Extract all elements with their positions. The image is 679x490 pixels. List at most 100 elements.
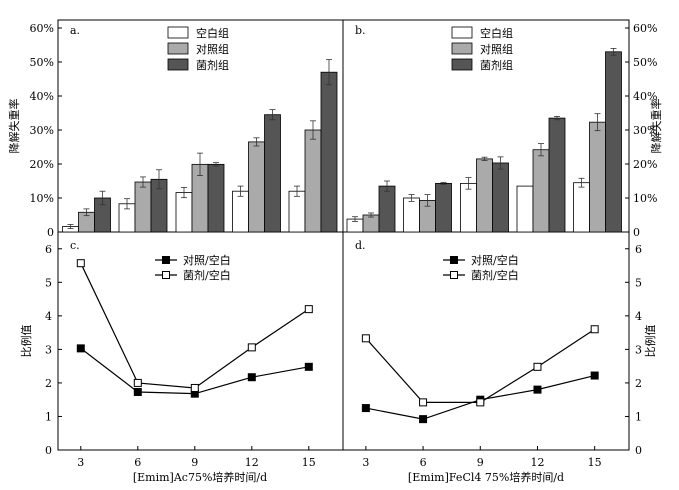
chart-marks: 010%20%30%40%50%60% 空白组对照组菌剂组010%20%30%40… <box>30 22 658 469</box>
panel-a-bar <box>264 114 281 233</box>
panel-d-series-line <box>365 328 596 403</box>
panel-a-ytick-label: 40% <box>30 90 54 103</box>
panel-c-point <box>247 373 256 382</box>
panel-d-ytick-label: 5 <box>635 276 642 289</box>
panel-d-legend-marker <box>450 256 458 264</box>
panel-c-ytick-label: 4 <box>45 310 52 323</box>
panel-b-ytick-label: 40% <box>633 90 657 103</box>
panel-c-point <box>190 383 199 392</box>
panel-d-xtick-label: 9 <box>477 456 484 469</box>
panel-b-legend-swatch <box>451 26 473 39</box>
panel-d-point <box>533 362 542 371</box>
panel-b-ylabel: 降解失重率 <box>649 99 663 154</box>
panel-b-bar <box>573 182 590 233</box>
panel-a-bar <box>320 71 338 233</box>
panel-d-point <box>476 398 485 407</box>
panel-b-bar <box>378 185 396 233</box>
panel-d-xlabel: [Emim]FeCl4 75%培养时间/d <box>408 470 564 484</box>
panel-d-xtick-label: 6 <box>420 456 427 469</box>
panel-d-point <box>361 404 370 413</box>
panel-c-xtick-label: 15 <box>302 456 316 469</box>
panel-c-legend-marker <box>162 271 170 279</box>
panel-b-ytick-label: 30% <box>633 124 657 137</box>
panel-a-bar <box>248 141 265 233</box>
panel-c-ytick-label: 2 <box>45 377 52 390</box>
panel-b-bar <box>532 149 550 233</box>
panel-b-bar <box>516 185 534 233</box>
panel-c-point <box>247 343 256 352</box>
panel-a-ytick-label: 50% <box>30 56 54 69</box>
panel-b-bar <box>589 121 606 233</box>
panel-d-ylabel: 比例值 <box>643 325 657 358</box>
panel-d-ytick-label: 3 <box>635 343 642 356</box>
panel-c-xlabel: [Emim]Ac75%培养时间/d <box>133 470 267 484</box>
panel-c-label: c. <box>70 239 80 252</box>
panel-b-legend-swatch <box>451 42 473 55</box>
panel-c-point <box>304 362 313 371</box>
panel-c-xtick-label: 3 <box>77 456 84 469</box>
panel-c-legend-label: 对照/空白 <box>183 253 231 267</box>
panel-b-ytick-label: 60% <box>633 22 657 35</box>
panel-a-bar <box>207 163 225 233</box>
panel-d-ytick-label: 2 <box>635 377 642 390</box>
panel-a-ytick-label: 10% <box>30 192 54 205</box>
panel-c-ytick-label: 6 <box>45 243 52 256</box>
panel-c-xtick-label: 9 <box>191 456 198 469</box>
panel-b-legend-swatch <box>451 58 473 71</box>
panel-d-point <box>533 385 542 394</box>
panel-a-legend-label: 空白组 <box>196 26 229 40</box>
panel-b-ytick-label: 50% <box>633 56 657 69</box>
panel-a-legend-swatch <box>167 58 189 71</box>
panel-a-ytick-label: 60% <box>30 22 54 35</box>
panel-a-legend-swatch <box>167 26 189 39</box>
panel-c-xtick-label: 12 <box>245 456 259 469</box>
panel-d-xtick-label: 3 <box>362 456 369 469</box>
panel-a-ytick-label: 20% <box>30 158 54 171</box>
panel-b-ytick-label: 20% <box>633 158 657 171</box>
panel-b-ytick-label: 0 <box>633 226 640 239</box>
panel-b-bar <box>460 182 477 233</box>
panel-b-legend-label: 菌剂组 <box>480 58 513 72</box>
panel-c-point <box>133 387 142 396</box>
panel-d-point <box>590 371 599 380</box>
panel-d-xtick-label: 12 <box>530 456 544 469</box>
panel-c-point <box>133 378 142 387</box>
panel-a-bar <box>304 129 322 233</box>
panel-b-ytick-label: 10% <box>633 192 657 205</box>
panel-b-bar <box>492 162 509 233</box>
panel-d-point <box>419 415 428 424</box>
panel-c-point <box>304 305 313 314</box>
panel-b-bar <box>362 214 380 233</box>
panel-d-ytick-label: 4 <box>635 310 642 323</box>
panel-a-bar <box>175 192 193 233</box>
panel-a-label: a. <box>70 24 80 37</box>
panel-d-point <box>590 325 599 334</box>
panel-b-bar <box>548 117 566 233</box>
panel-d-legend-marker <box>450 271 458 279</box>
panel-d-label: d. <box>355 239 366 252</box>
panel-d-xtick-label: 15 <box>588 456 602 469</box>
panel-a-ytick-label: 30% <box>30 124 54 137</box>
panel-b-bar <box>605 51 622 233</box>
panel-c-xtick-label: 6 <box>134 456 141 469</box>
panel-c-ytick-label: 0 <box>45 444 52 457</box>
panel-a-bar <box>232 190 249 233</box>
panel-d-point <box>419 398 428 407</box>
panel-c-ytick-label: 5 <box>45 276 52 289</box>
panel-d-legend-label: 菌剂/空白 <box>471 268 519 282</box>
panel-c-ytick-label: 1 <box>45 410 52 423</box>
panel-c-legend-label: 菌剂/空白 <box>183 268 231 282</box>
panel-b-bar <box>403 197 420 233</box>
panel-d-legend-label: 对照/空白 <box>471 253 519 267</box>
panel-b-legend-label: 空白组 <box>480 26 513 40</box>
panel-c-point <box>76 259 85 268</box>
panel-a-bar <box>288 190 306 233</box>
panel-a-legend-swatch <box>167 42 189 55</box>
panel-a-bar <box>134 181 152 233</box>
panel-d-point <box>361 334 370 343</box>
panel-a-legend-label: 菌剂组 <box>196 58 229 72</box>
panel-a-ylabel: 降解失重率 <box>7 99 21 154</box>
panel-c-ylabel: 比例值 <box>19 325 33 358</box>
panel-c-ytick-label: 3 <box>45 343 52 356</box>
